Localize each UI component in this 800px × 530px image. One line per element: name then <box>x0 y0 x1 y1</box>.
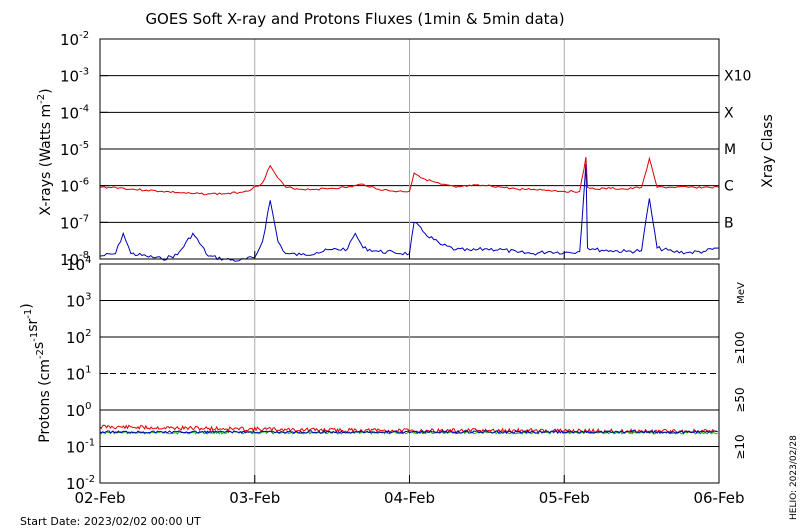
xray-y-tick-label: 10-7 <box>60 213 89 232</box>
class-label-x10: X10 <box>724 69 751 85</box>
chart-title: GOES Soft X-ray and Protons Fluxes (1min… <box>145 10 564 28</box>
class-label-c: C <box>724 179 734 195</box>
xray-panel: X10XMCB10-210-310-410-510-610-710-8X-ray… <box>36 30 776 269</box>
proton-y-tick-label: 104 <box>66 255 91 274</box>
x-tick-label: 03-Feb <box>229 489 280 507</box>
xray-y-axis-label: X-rays (Watts m-2) <box>36 88 54 215</box>
xray-y-tick-label: 10-2 <box>60 30 89 49</box>
class-label-m: M <box>724 142 736 158</box>
helio-stamp: HELIO: 2023/02/28 <box>789 435 799 520</box>
proton-y-axis-label: Protons (cm-2s-1sr-1) <box>19 303 53 442</box>
energy-label-p50: ≥50 <box>733 387 747 412</box>
x-tick-label: 05-Feb <box>539 489 590 507</box>
time-axis: 02-Feb 03-Feb 04-Feb 05-Feb 06-Feb <box>74 251 745 507</box>
energy-label-p10: ≥10 <box>733 434 747 459</box>
proton-y-tick-label: 101 <box>66 365 91 384</box>
xray-series-long <box>99 156 720 196</box>
proton-series-p10 <box>99 424 718 435</box>
x-tick-label: 02-Feb <box>74 489 125 507</box>
class-label-b: B <box>724 215 734 231</box>
proton-series-p50 <box>99 429 718 435</box>
x-tick-label: 06-Feb <box>693 489 744 507</box>
energy-unit-label: MeV <box>736 282 747 304</box>
start-date-label: Start Date: 2023/02/02 00:00 UT <box>20 515 201 528</box>
xray-y-tick-label: 10-4 <box>60 103 89 122</box>
class-label-x: X <box>724 105 734 121</box>
proton-y-tick-label: 100 <box>66 401 91 420</box>
proton-y-tick-label: 10-1 <box>66 438 95 457</box>
proton-y-tick-label: 103 <box>66 292 91 311</box>
xray-y-tick-label: 10-6 <box>60 177 89 196</box>
xray-y-tick-label: 10-5 <box>60 140 89 159</box>
xray-class-axis-label: Xray Class <box>760 114 776 188</box>
energy-label-p100: ≥100 <box>733 332 747 365</box>
proton-y-tick-label: 102 <box>66 328 91 347</box>
xray-series-short <box>99 163 720 262</box>
x-tick-label: 04-Feb <box>384 489 435 507</box>
xray-y-tick-label: 10-3 <box>60 67 89 86</box>
